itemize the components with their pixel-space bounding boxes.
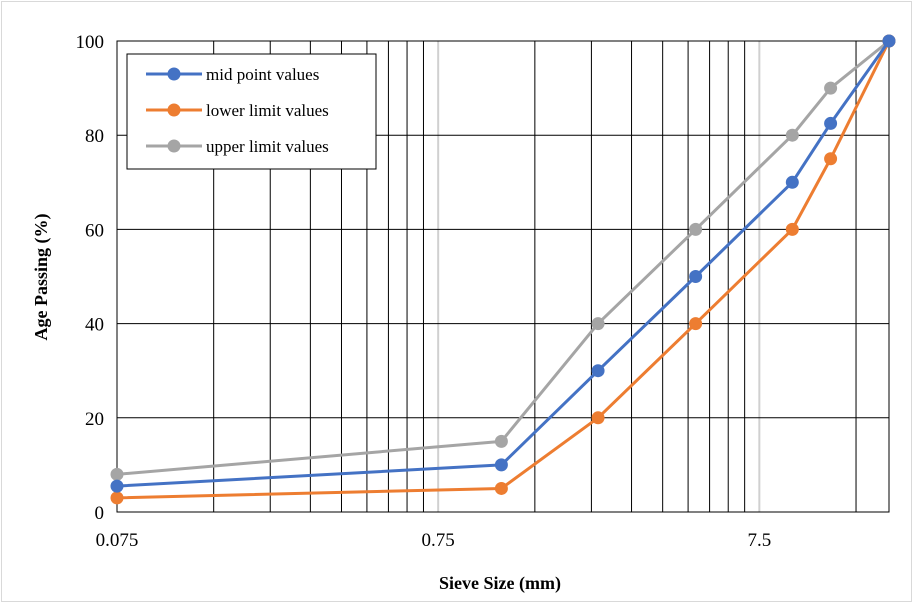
x-tick-label: 0.075 bbox=[96, 530, 139, 551]
y-tick-label: 100 bbox=[76, 32, 105, 53]
y-tick-label: 80 bbox=[85, 126, 104, 147]
x-tick-label: 0.75 bbox=[422, 530, 455, 551]
data-point bbox=[824, 81, 838, 95]
data-point bbox=[882, 34, 896, 48]
data-point bbox=[689, 222, 703, 236]
series-layer bbox=[110, 34, 896, 505]
data-point bbox=[785, 222, 799, 236]
data-point bbox=[494, 481, 508, 495]
x-axis-ticks: 0.075 0.75 7.5 bbox=[96, 530, 772, 551]
minor-gridlines bbox=[213, 41, 857, 512]
legend-label: mid point values bbox=[206, 65, 319, 84]
y-tick-label: 20 bbox=[85, 409, 104, 430]
data-point bbox=[785, 175, 799, 189]
y-axis-ticks: 0 20 40 60 80 100 bbox=[76, 32, 105, 524]
y-axis-title: Age Passing (%) bbox=[31, 214, 52, 341]
y-tick-label: 40 bbox=[85, 315, 104, 336]
data-point bbox=[110, 491, 124, 505]
legend-marker bbox=[167, 103, 181, 117]
data-point bbox=[591, 317, 605, 331]
data-point bbox=[110, 479, 124, 493]
data-point bbox=[824, 116, 838, 130]
y-tick-label: 0 bbox=[95, 503, 105, 524]
data-point bbox=[824, 152, 838, 166]
x-axis-title: Sieve Size (mm) bbox=[439, 573, 561, 594]
legend-marker bbox=[167, 139, 181, 153]
data-point bbox=[689, 317, 703, 331]
data-point bbox=[110, 467, 124, 481]
data-point bbox=[591, 364, 605, 378]
legend-marker bbox=[167, 67, 181, 81]
x-tick-label: 7.5 bbox=[747, 530, 771, 551]
legend-label: lower limit values bbox=[206, 101, 329, 120]
data-point bbox=[785, 128, 799, 142]
plot-area bbox=[116, 40, 890, 513]
legend: mid point values lower limit values upper … bbox=[126, 53, 377, 170]
data-point bbox=[689, 270, 703, 283]
data-point bbox=[494, 458, 508, 472]
legend-label: upper limit values bbox=[206, 137, 329, 156]
data-point bbox=[591, 411, 605, 425]
data-point bbox=[494, 434, 508, 448]
y-tick-label: 60 bbox=[85, 220, 104, 241]
